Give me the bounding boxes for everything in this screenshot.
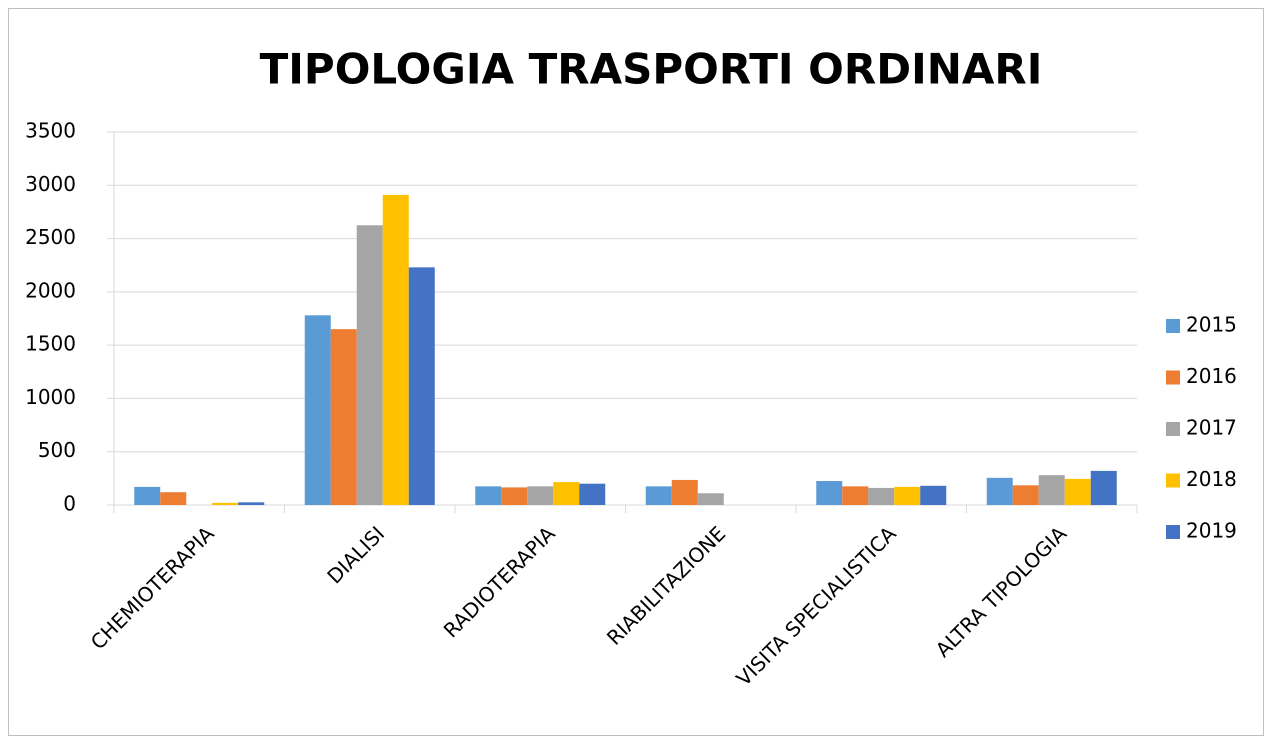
bar (238, 502, 265, 505)
chart-border (8, 8, 1264, 736)
bar (134, 486, 161, 505)
chart-title: TIPOLOGIA TRASPORTI ORDINARI (260, 45, 1043, 94)
y-tick-label: 1500 (25, 332, 76, 356)
bar (1064, 478, 1091, 505)
y-tick-label: 1000 (25, 385, 76, 409)
legend-label: 2017 (1186, 416, 1237, 440)
bar (579, 483, 606, 505)
bar (842, 486, 869, 505)
bar (697, 493, 724, 505)
y-tick-label: 3000 (25, 172, 76, 196)
bar (304, 315, 331, 505)
bar (1012, 485, 1039, 505)
legend-label: 2018 (1186, 467, 1237, 491)
legend-label: 2019 (1186, 519, 1237, 543)
bar (816, 481, 843, 505)
bar (382, 194, 409, 505)
legend-label: 2015 (1186, 313, 1237, 337)
bar (475, 486, 502, 505)
y-tick-label: 500 (38, 438, 76, 462)
y-tick-label: 2000 (25, 278, 76, 302)
bar (1038, 475, 1065, 505)
legend-swatch (1166, 370, 1180, 385)
bar (920, 485, 947, 505)
y-tick-label: 2500 (25, 225, 76, 249)
bar (671, 479, 698, 505)
bar (894, 486, 921, 505)
legend-swatch (1166, 525, 1180, 539)
bar (868, 487, 895, 505)
legend-swatch (1166, 473, 1180, 488)
legend-swatch (1166, 422, 1180, 436)
legend-label: 2016 (1186, 364, 1237, 388)
bar (330, 329, 357, 505)
y-tick-label: 3500 (25, 119, 76, 143)
bar (408, 267, 435, 505)
bar (527, 486, 554, 505)
bar (986, 477, 1013, 505)
bar (553, 482, 580, 505)
legend-swatch (1166, 319, 1180, 333)
bar (645, 486, 672, 505)
y-tick-label: 0 (63, 492, 76, 516)
bar (212, 502, 239, 505)
bar (501, 487, 528, 505)
bar (1090, 470, 1117, 505)
bar (160, 492, 187, 505)
bar (356, 225, 383, 505)
